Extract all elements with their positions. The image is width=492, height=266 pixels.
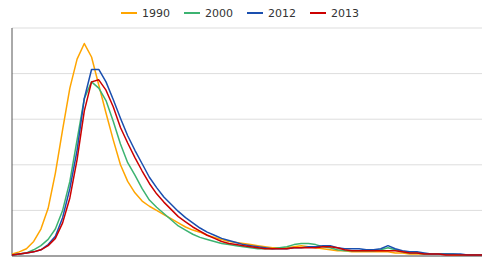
grid-line [12,28,482,29]
grid [12,28,482,256]
legend-item: 2012 [247,7,296,20]
legend-label: 2012 [268,7,296,20]
legend-swatch [310,12,326,14]
legend-swatch [247,12,263,14]
lines [12,44,482,255]
grid-line [12,256,482,257]
grid-line [12,210,482,211]
legend-item: 2000 [184,7,233,20]
grid-line [12,73,482,74]
series-line [12,69,482,255]
legend-label: 1990 [142,7,170,20]
legend: 1990 2000 2012 2013 [121,7,359,20]
chart: 1990 2000 2012 2013 [0,0,492,266]
legend-label: 2000 [205,7,233,20]
series-line [12,80,482,255]
grid-line [12,164,482,165]
legend-swatch [184,12,200,14]
x-axis [12,256,482,257]
legend-item: 1990 [121,7,170,20]
legend-swatch [121,12,137,14]
y-axis [12,28,13,256]
series-line [12,44,482,255]
legend-item: 2013 [310,7,359,20]
legend-label: 2013 [331,7,359,20]
